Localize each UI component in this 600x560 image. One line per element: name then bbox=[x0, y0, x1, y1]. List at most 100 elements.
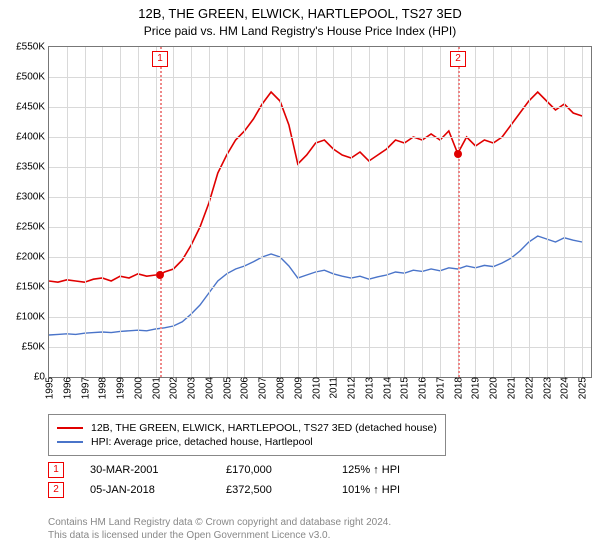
chart-titles: 12B, THE GREEN, ELWICK, HARTLEPOOL, TS27… bbox=[0, 0, 600, 38]
event-line bbox=[160, 47, 162, 377]
x-axis-label: 2004 bbox=[202, 377, 215, 399]
x-axis-label: 2016 bbox=[416, 377, 429, 399]
transaction-date: 05-JAN-2018 bbox=[90, 484, 200, 496]
x-axis-label: 2025 bbox=[576, 377, 589, 399]
event-flag: 1 bbox=[152, 51, 168, 67]
transaction-row: 2 05-JAN-2018 £372,500 101% ↑ HPI bbox=[48, 480, 400, 500]
x-axis-label: 2015 bbox=[398, 377, 411, 399]
x-axis-label: 2011 bbox=[327, 377, 340, 399]
transaction-price: £372,500 bbox=[226, 484, 316, 496]
y-axis-label: £550K bbox=[16, 42, 49, 53]
x-axis-label: 1995 bbox=[43, 377, 56, 399]
transaction-pct: 125% ↑ HPI bbox=[342, 464, 400, 476]
transaction-flag: 1 bbox=[48, 462, 64, 478]
gridline-h bbox=[49, 257, 591, 258]
gridline-v bbox=[351, 47, 352, 377]
x-axis-label: 2013 bbox=[362, 377, 375, 399]
gridline-h bbox=[49, 137, 591, 138]
x-axis-label: 1999 bbox=[114, 377, 127, 399]
y-axis-label: £50K bbox=[22, 342, 49, 353]
y-axis-label: £450K bbox=[16, 102, 49, 113]
chart-container: 12B, THE GREEN, ELWICK, HARTLEPOOL, TS27… bbox=[0, 0, 600, 560]
gridline-h bbox=[49, 167, 591, 168]
gridline-v bbox=[244, 47, 245, 377]
x-axis-label: 2002 bbox=[167, 377, 180, 399]
x-axis-label: 2007 bbox=[256, 377, 269, 399]
x-axis-label: 2008 bbox=[274, 377, 287, 399]
transaction-flag: 2 bbox=[48, 482, 64, 498]
y-axis-label: £200K bbox=[16, 252, 49, 263]
legend-swatch bbox=[57, 427, 83, 429]
y-axis-label: £300K bbox=[16, 192, 49, 203]
y-axis-label: £250K bbox=[16, 222, 49, 233]
x-axis-label: 2020 bbox=[487, 377, 500, 399]
event-line bbox=[458, 47, 460, 377]
gridline-v bbox=[227, 47, 228, 377]
x-axis-label: 2012 bbox=[345, 377, 358, 399]
x-axis-label: 2010 bbox=[309, 377, 322, 399]
footer-line2: This data is licensed under the Open Gov… bbox=[48, 529, 391, 542]
gridline-h bbox=[49, 317, 591, 318]
footer-line1: Contains HM Land Registry data © Crown c… bbox=[48, 516, 391, 529]
chart-lines bbox=[49, 47, 591, 377]
y-axis-label: £350K bbox=[16, 162, 49, 173]
gridline-v bbox=[156, 47, 157, 377]
gridline-v bbox=[475, 47, 476, 377]
gridline-v bbox=[493, 47, 494, 377]
event-marker bbox=[454, 150, 462, 158]
transactions-table: 1 30-MAR-2001 £170,000 125% ↑ HPI 2 05-JAN-20… bbox=[48, 460, 400, 500]
x-axis-label: 2024 bbox=[558, 377, 571, 399]
event-marker bbox=[156, 271, 164, 279]
gridline-v bbox=[191, 47, 192, 377]
gridline-h bbox=[49, 227, 591, 228]
legend-item: HPI: Average price, detached house, Hart… bbox=[57, 435, 437, 449]
y-axis-label: £150K bbox=[16, 282, 49, 293]
x-axis-label: 2023 bbox=[540, 377, 553, 399]
gridline-h bbox=[49, 287, 591, 288]
gridline-v bbox=[529, 47, 530, 377]
gridline-v bbox=[209, 47, 210, 377]
x-axis-label: 2019 bbox=[469, 377, 482, 399]
gridline-v bbox=[440, 47, 441, 377]
x-axis-label: 2000 bbox=[131, 377, 144, 399]
legend-swatch bbox=[57, 441, 83, 443]
gridline-h bbox=[49, 107, 591, 108]
transaction-price: £170,000 bbox=[226, 464, 316, 476]
gridline-h bbox=[49, 197, 591, 198]
gridline-h bbox=[49, 77, 591, 78]
gridline-v bbox=[298, 47, 299, 377]
x-axis-label: 2009 bbox=[291, 377, 304, 399]
x-axis-label: 2017 bbox=[433, 377, 446, 399]
x-axis-label: 1996 bbox=[60, 377, 73, 399]
gridline-v bbox=[547, 47, 548, 377]
gridline-v bbox=[102, 47, 103, 377]
gridline-v bbox=[422, 47, 423, 377]
y-axis-label: £400K bbox=[16, 132, 49, 143]
gridline-v bbox=[387, 47, 388, 377]
gridline-v bbox=[262, 47, 263, 377]
x-axis-label: 1998 bbox=[96, 377, 109, 399]
x-axis-label: 2014 bbox=[380, 377, 393, 399]
gridline-v bbox=[67, 47, 68, 377]
x-axis-label: 2018 bbox=[451, 377, 464, 399]
transaction-date: 30-MAR-2001 bbox=[90, 464, 200, 476]
x-axis-label: 1997 bbox=[78, 377, 91, 399]
gridline-v bbox=[316, 47, 317, 377]
y-axis-label: £100K bbox=[16, 312, 49, 323]
transaction-pct: 101% ↑ HPI bbox=[342, 484, 400, 496]
gridline-v bbox=[120, 47, 121, 377]
x-axis-label: 2003 bbox=[185, 377, 198, 399]
gridline-v bbox=[404, 47, 405, 377]
title-subtitle: Price paid vs. HM Land Registry's House … bbox=[0, 24, 600, 38]
transaction-row: 1 30-MAR-2001 £170,000 125% ↑ HPI bbox=[48, 460, 400, 480]
plot-area: £0£50K£100K£150K£200K£250K£300K£350K£400… bbox=[48, 46, 592, 378]
gridline-v bbox=[85, 47, 86, 377]
gridline-v bbox=[333, 47, 334, 377]
gridline-v bbox=[138, 47, 139, 377]
gridline-v bbox=[564, 47, 565, 377]
x-axis-label: 2021 bbox=[505, 377, 518, 399]
x-axis-label: 2001 bbox=[149, 377, 162, 399]
title-address: 12B, THE GREEN, ELWICK, HARTLEPOOL, TS27… bbox=[0, 6, 600, 22]
gridline-v bbox=[582, 47, 583, 377]
gridline-v bbox=[280, 47, 281, 377]
